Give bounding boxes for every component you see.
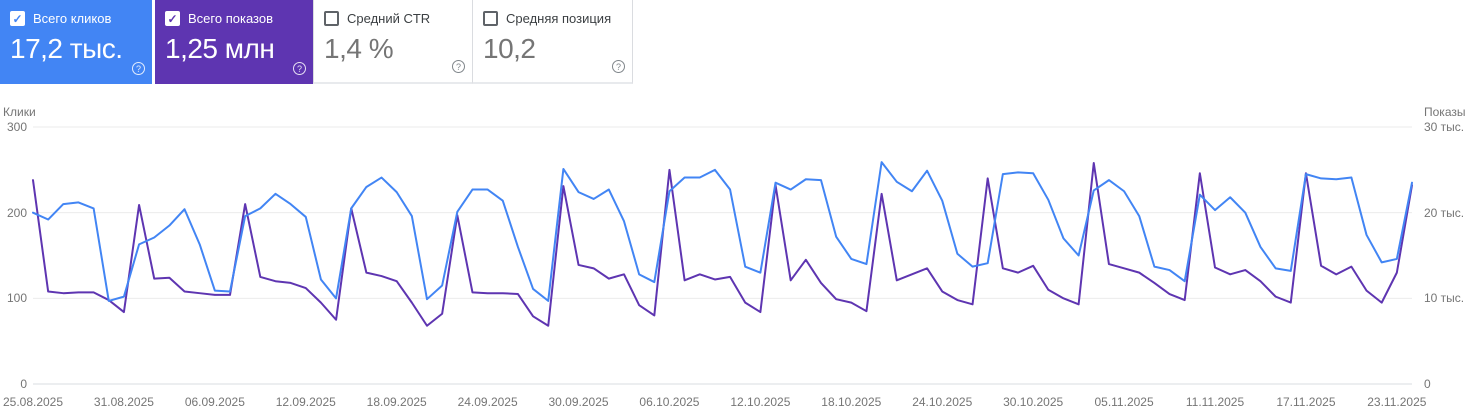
right-axis-tick-label: 10 тыс. xyxy=(1424,291,1465,306)
card-value: 10,2 xyxy=(483,33,536,64)
card-value: 1,4 % xyxy=(324,33,394,64)
right-axis-tick-label: 30 тыс. xyxy=(1424,120,1465,134)
left-axis-tick-label: 200 xyxy=(6,205,27,220)
metric-card-total-impressions[interactable]: ✓ Всего показов 1,25 млн ? xyxy=(155,0,313,84)
date-tick-label: 06.10.2025 xyxy=(639,395,700,409)
card-value: 17,2 тыс. xyxy=(10,33,123,64)
clicks-axis-label: Клики xyxy=(3,105,36,119)
date-tick-label: 30.09.2025 xyxy=(548,395,609,409)
card-label: Средняя позиция xyxy=(506,11,612,26)
card-value: 1,25 млн xyxy=(165,33,275,64)
date-tick-label: 11.11.2025 xyxy=(1185,395,1245,409)
date-tick-label: 12.09.2025 xyxy=(275,395,336,409)
date-tick-label: 18.10.2025 xyxy=(821,395,882,409)
checkmark-icon: ✓ xyxy=(12,11,23,26)
left-axis-tick-label: 0 xyxy=(20,377,27,391)
help-icon[interactable]: ? xyxy=(452,60,465,73)
checkbox-unchecked-icon[interactable]: ✓ xyxy=(483,11,498,26)
help-icon[interactable]: ? xyxy=(293,62,306,75)
date-tick-label: 23.11.2025 xyxy=(1367,395,1427,409)
date-tick-label: 12.10.2025 xyxy=(730,395,791,409)
chart-canvas[interactable] xyxy=(0,98,1475,418)
card-label: Всего кликов xyxy=(33,11,112,26)
date-tick-label: 17.11.2025 xyxy=(1276,395,1336,409)
metric-card-total-clicks[interactable]: ✓ Всего кликов 17,2 тыс. ? xyxy=(0,0,152,84)
date-tick-label: 25.08.2025 xyxy=(2,395,64,409)
help-icon[interactable]: ? xyxy=(612,60,625,73)
metric-card-average-ctr[interactable]: ✓ Средний CTR 1,4 % ? xyxy=(313,0,473,84)
right-axis-tick-label: 0 xyxy=(1424,377,1431,391)
date-tick-label: 24.10.2025 xyxy=(912,395,973,409)
card-label: Всего показов xyxy=(188,11,273,26)
date-tick-label: 05.11.2025 xyxy=(1094,395,1154,409)
card-label: Средний CTR xyxy=(347,11,431,26)
metric-cards-row: ✓ Всего кликов 17,2 тыс. ? ✓ Всего показ… xyxy=(0,0,633,84)
clicks-line xyxy=(32,161,1413,302)
performance-chart[interactable]: Клики Показы 0 100 200 300 0 10 тыс. 20 тыс. 30… xyxy=(0,98,1475,418)
checkbox-checked-icon[interactable]: ✓ xyxy=(10,11,25,26)
date-tick-label: 31.08.2025 xyxy=(93,395,154,409)
metric-card-average-position[interactable]: ✓ Средняя позиция 10,2 ? xyxy=(473,0,633,84)
checkmark-icon: ✓ xyxy=(167,11,178,26)
checkbox-unchecked-icon[interactable]: ✓ xyxy=(324,11,339,26)
checkbox-checked-icon[interactable]: ✓ xyxy=(165,11,180,26)
left-axis-tick-label: 100 xyxy=(6,291,27,306)
date-tick-label: 18.09.2025 xyxy=(366,395,427,409)
impressions-line xyxy=(32,161,1413,327)
impressions-axis-label: Показы xyxy=(1424,105,1466,119)
help-icon[interactable]: ? xyxy=(132,62,145,75)
date-tick-label: 24.09.2025 xyxy=(457,395,518,409)
left-axis-tick-label: 300 xyxy=(6,120,27,134)
date-tick-label: 30.10.2025 xyxy=(1003,395,1064,409)
date-tick-label: 06.09.2025 xyxy=(184,395,245,409)
right-axis-tick-label: 20 тыс. xyxy=(1424,205,1465,220)
